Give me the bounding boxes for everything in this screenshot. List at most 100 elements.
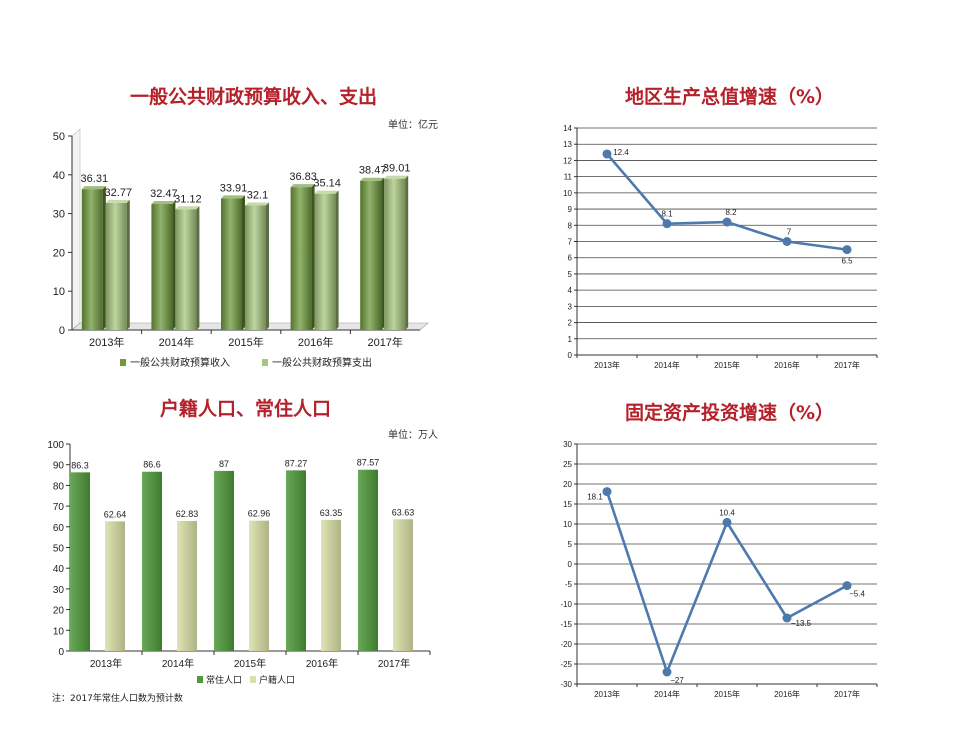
- y-tick-label: 50: [53, 544, 65, 555]
- data-point: [782, 237, 792, 246]
- y-tick-label: 50: [53, 131, 65, 143]
- data-label: 86.3: [71, 460, 89, 470]
- data-point: [842, 245, 852, 255]
- x-tick-label: 2013年: [89, 335, 124, 349]
- y-tick-label: -20: [560, 640, 572, 649]
- bar: [393, 519, 413, 651]
- data-label: 36.83: [289, 171, 317, 183]
- y-tick-label: 11: [564, 173, 573, 182]
- bar: [314, 193, 336, 330]
- y-tick-label: 40: [53, 170, 65, 182]
- y-tick-label: 30: [53, 585, 65, 596]
- bar: [214, 470, 234, 651]
- data-label: 36.31: [81, 173, 109, 185]
- y-tick-label: 70: [53, 502, 65, 513]
- data-label: 62.83: [176, 509, 199, 519]
- data-point: [602, 149, 612, 159]
- legend-label: 一般公共财政预算收入: [130, 356, 230, 369]
- bar-side: [196, 206, 200, 330]
- x-tick-label: 2016年: [306, 657, 338, 670]
- data-label: 6.5: [841, 257, 853, 266]
- bar-top: [290, 184, 315, 188]
- legend-swatch: [262, 359, 268, 366]
- y-tick-label: 90: [53, 461, 65, 472]
- bar-side: [311, 184, 315, 330]
- y-tick-label: 12: [563, 156, 572, 165]
- y-tick-label: 3: [568, 302, 573, 311]
- data-label: 39.01: [383, 163, 411, 175]
- data-label: −5.4: [849, 590, 865, 599]
- y-tick-label: 13: [563, 140, 572, 149]
- y-tick-label: 10: [53, 626, 65, 637]
- data-label: 63.63: [392, 507, 415, 517]
- y-tick-label: 20: [53, 606, 65, 617]
- data-point: [602, 487, 612, 497]
- y-tick-label: 60: [53, 523, 65, 534]
- data-label: 10.4: [719, 508, 735, 517]
- y-tick-label: 30: [53, 209, 65, 221]
- y-tick-label: 7: [568, 238, 573, 247]
- data-label: 35.14: [313, 178, 341, 190]
- x-tick-label: 2013年: [90, 657, 122, 670]
- data-label: 87.57: [357, 458, 380, 468]
- data-label: 86.6: [143, 460, 161, 470]
- y-tick-label: 20: [53, 247, 65, 259]
- bar: [175, 209, 197, 330]
- data-point: [842, 581, 852, 591]
- x-tick-label: 2016年: [774, 689, 800, 699]
- x-tick-label: 2017年: [834, 360, 860, 370]
- bar-side: [405, 175, 409, 330]
- y-tick-label: 30: [563, 440, 572, 449]
- x-tick-label: 2013年: [594, 360, 620, 370]
- data-label: 62.96: [248, 509, 271, 519]
- x-tick-label: 2014年: [159, 335, 194, 349]
- y-tick-label: 9: [568, 205, 573, 214]
- bar-side: [172, 201, 176, 330]
- bar-side: [335, 190, 339, 330]
- bar-side: [102, 186, 106, 330]
- data-label: −13.5: [791, 619, 812, 628]
- bar-top: [314, 190, 339, 194]
- data-label: 33.91: [220, 182, 248, 194]
- bar: [142, 471, 162, 651]
- bar: [105, 521, 125, 651]
- y-tick-label: 40: [53, 564, 65, 575]
- population-bar-chart: 0 10 20 30 40 50 60 70 80 90 100 2013年 86.3 62.64 2014…: [47, 440, 431, 685]
- data-label: 7: [787, 228, 792, 237]
- y-tick-label: 0: [568, 560, 573, 569]
- y-tick-label: 8: [568, 221, 573, 230]
- x-tick-label: 2017年: [834, 689, 860, 699]
- investment-growth-line-chart: -30 -25 -20 -15 -10 -5 0 5 10 15 20 25 30 2013年 2014年 2…: [560, 440, 878, 699]
- x-tick-label: 2015年: [714, 689, 740, 699]
- bar-top: [221, 195, 245, 199]
- y-tick-label: 2: [568, 319, 573, 328]
- series-line: [606, 153, 848, 251]
- bar: [81, 189, 103, 330]
- bar-top: [81, 186, 106, 190]
- y-tick-label: 100: [47, 440, 64, 451]
- bar-top: [151, 201, 176, 205]
- y-tick-label: 10: [563, 520, 572, 529]
- y-tick-label: 0: [568, 351, 573, 360]
- chart3-note: 注：2017年常住人口数为预计数: [52, 694, 183, 704]
- bar: [221, 198, 242, 330]
- legend-swatch: [197, 676, 203, 683]
- y-tick-label: 10: [53, 286, 65, 298]
- bar: [360, 180, 382, 330]
- bar-top: [384, 175, 409, 179]
- chart1-unit-label: 单位：亿元: [388, 120, 438, 131]
- bar-top: [175, 206, 200, 210]
- y-tick-label: 14: [563, 124, 572, 133]
- data-label: 32.1: [247, 189, 268, 201]
- bar: [177, 520, 197, 651]
- legend-label: 一般公共财政预算支出: [272, 356, 372, 369]
- bar-side: [126, 199, 130, 330]
- bar: [70, 472, 90, 651]
- data-point: [662, 667, 672, 677]
- x-tick-label: 2016年: [298, 335, 333, 349]
- x-tick-label: 2014年: [162, 657, 194, 670]
- x-tick-label: 2015年: [234, 657, 266, 670]
- y-tick-label: 6: [568, 254, 573, 263]
- y-tick-label: 5: [568, 270, 573, 279]
